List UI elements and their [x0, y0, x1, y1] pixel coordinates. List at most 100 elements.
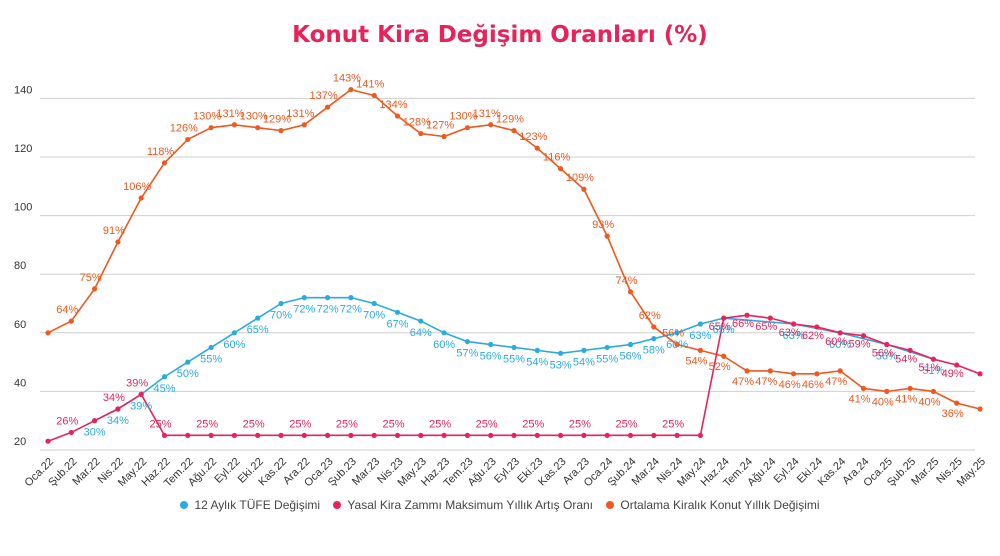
data-point	[907, 385, 913, 392]
data-label: 131%	[473, 108, 501, 120]
data-point	[418, 130, 424, 137]
data-label: 39%	[126, 377, 148, 389]
data-label: 131%	[286, 108, 314, 120]
data-point	[744, 312, 750, 318]
data-label: 70%	[270, 310, 292, 322]
data-point	[767, 315, 773, 321]
data-point	[534, 145, 540, 151]
data-label: 25%	[662, 418, 684, 430]
data-label: 54%	[895, 353, 917, 365]
data-point	[348, 432, 354, 438]
data-point	[791, 371, 797, 377]
data-label: 65%	[713, 324, 735, 336]
x-tick-label: Eyl.23	[492, 456, 522, 486]
data-point	[674, 341, 680, 348]
data-label: 25%	[569, 418, 591, 430]
data-point	[161, 432, 168, 438]
data-point	[68, 318, 74, 324]
data-point	[418, 432, 424, 438]
data-point	[208, 432, 214, 438]
data-label: 127%	[426, 119, 454, 131]
legend-marker-yasal	[333, 500, 342, 509]
data-label: 34%	[107, 415, 129, 427]
data-label: 63%	[689, 330, 711, 342]
chart-legend: 12 Aylık TÜFE Değişimi Yasal Kira Zammı …	[0, 497, 1000, 512]
data-label: 49%	[942, 368, 964, 380]
data-label: 25%	[382, 418, 404, 430]
data-label: 25%	[336, 418, 358, 430]
data-point	[558, 166, 564, 172]
data-point	[278, 128, 284, 134]
data-label: 62%	[802, 330, 824, 342]
legend-label-kiralik: Ortalama Kiralık Konut Yıllık Değişimi	[620, 497, 820, 512]
data-point	[511, 128, 517, 134]
data-point	[464, 125, 470, 131]
data-point	[651, 336, 657, 342]
data-point	[814, 324, 820, 330]
data-label: 25%	[196, 418, 218, 430]
data-label: 40%	[872, 396, 894, 408]
data-point	[371, 92, 377, 99]
data-label: 106%	[123, 181, 151, 193]
data-point	[930, 388, 937, 394]
data-point	[627, 432, 634, 438]
data-label: 45%	[153, 383, 175, 395]
data-label: 56%	[872, 348, 894, 360]
data-label: 64%	[410, 327, 432, 339]
data-label: 65%	[709, 321, 731, 333]
data-label: 25%	[429, 418, 451, 430]
data-point	[45, 438, 51, 444]
data-label: 118%	[147, 146, 175, 158]
legend-item-tufe: 12 Aylık TÜFE Değişimi	[180, 497, 320, 512]
data-point	[674, 330, 680, 336]
data-point	[581, 432, 587, 438]
data-point	[721, 315, 727, 321]
y-tick-label: 140	[14, 84, 32, 96]
data-label: 134%	[379, 99, 407, 111]
data-point	[255, 125, 261, 131]
data-point	[371, 432, 377, 438]
data-point	[394, 113, 401, 119]
series-line-1	[94, 296, 934, 422]
data-point	[185, 432, 191, 438]
data-label: 54%	[526, 356, 548, 368]
data-label: 41%	[895, 393, 917, 405]
data-label: 40%	[918, 396, 940, 408]
data-point	[255, 432, 261, 438]
data-label: 54%	[573, 356, 595, 368]
data-point	[697, 432, 704, 438]
legend-label-tufe: 12 Aylık TÜFE Değişimi	[194, 497, 321, 512]
data-point	[721, 353, 727, 359]
data-label: 60%	[433, 339, 455, 351]
data-point	[488, 432, 494, 438]
data-label: 41%	[848, 393, 870, 405]
data-label: 74%	[615, 275, 637, 287]
data-point	[837, 330, 843, 336]
data-label: 123%	[519, 131, 547, 143]
data-label: 34%	[103, 392, 125, 404]
data-label: 25%	[289, 418, 311, 430]
data-point	[394, 309, 401, 315]
data-label: 47%	[732, 376, 754, 388]
y-tick-label: 120	[14, 143, 32, 155]
data-label: 72%	[340, 304, 362, 316]
legend-item-kiralik: Ortalama Kiralık Konut Yıllık Değişimi	[606, 497, 820, 512]
data-label: 51%	[922, 365, 944, 377]
data-point	[231, 330, 237, 336]
data-label: 50%	[177, 368, 199, 380]
data-label: 129%	[496, 114, 524, 126]
data-label: 58%	[643, 345, 665, 357]
data-label: 70%	[363, 310, 385, 322]
data-label: 116%	[543, 152, 571, 164]
data-point	[697, 321, 704, 327]
data-label: 55%	[596, 353, 618, 365]
data-point	[837, 368, 843, 374]
data-label: 67%	[386, 318, 408, 330]
data-point	[138, 391, 144, 397]
data-label: 62%	[639, 310, 661, 322]
data-label: 36%	[942, 408, 964, 420]
data-point	[278, 300, 284, 307]
data-label: 54%	[685, 355, 707, 367]
data-point	[301, 295, 307, 301]
data-point	[208, 125, 214, 131]
